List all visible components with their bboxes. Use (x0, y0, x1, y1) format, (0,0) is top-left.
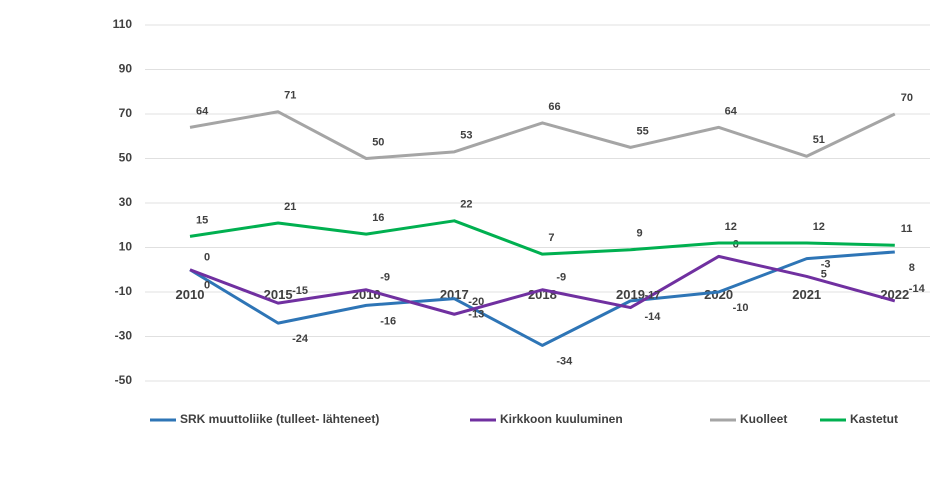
series-line (189, 110, 896, 160)
data-label: 0 (204, 280, 210, 292)
data-label: 7 (548, 232, 554, 244)
data-label: -13 (468, 309, 484, 321)
data-label: -14 (645, 311, 662, 323)
data-label: 21 (284, 201, 296, 213)
data-label: 51 (813, 134, 825, 146)
data-label: 64 (196, 105, 209, 117)
data-label: -20 (468, 296, 484, 308)
data-label: 70 (901, 92, 913, 104)
data-label: 50 (372, 136, 384, 148)
x-tick-label: 2020 (704, 287, 733, 302)
y-tick-label: -10 (115, 284, 133, 298)
data-label: 64 (725, 105, 738, 117)
data-label: -17 (645, 289, 661, 301)
series-line (189, 254, 896, 316)
legend-label: Kirkkoon kuuluminen (500, 412, 623, 426)
data-label: -24 (292, 333, 309, 345)
y-tick-label: 70 (119, 106, 133, 120)
data-label: -16 (380, 315, 396, 327)
data-label: -14 (909, 283, 926, 295)
y-tick-label: 10 (119, 240, 133, 254)
y-tick-label: -30 (115, 329, 133, 343)
data-label: -9 (556, 272, 566, 284)
data-label: 16 (372, 212, 384, 224)
data-label: 71 (284, 90, 296, 102)
data-label: -3 (821, 258, 831, 270)
data-label: 55 (637, 125, 649, 137)
legend-label: SRK muuttoliike (tulleet- lähteneet) (180, 412, 379, 426)
data-label: -15 (292, 285, 308, 297)
data-label: 11 (901, 223, 913, 235)
x-tick-label: 2015 (264, 287, 293, 302)
data-label: 5 (821, 269, 827, 281)
data-label: 12 (813, 221, 825, 233)
series-line (189, 219, 895, 256)
y-tick-label: 110 (113, 17, 133, 31)
legend-label: Kuolleet (740, 412, 787, 426)
data-label: 0 (204, 252, 210, 264)
x-tick-label: 2019 (616, 287, 645, 302)
data-label: 8 (909, 262, 915, 274)
data-label: -34 (556, 355, 573, 367)
data-label: 53 (460, 130, 472, 142)
x-tick-label: 2010 (176, 287, 205, 302)
y-tick-label: -50 (115, 373, 133, 387)
data-label: 12 (725, 221, 737, 233)
y-tick-label: 30 (119, 195, 133, 209)
data-label: 22 (460, 199, 472, 211)
data-label: -9 (380, 272, 390, 284)
y-tick-label: 50 (119, 151, 133, 165)
x-tick-label: 2021 (792, 287, 821, 302)
data-label: 9 (637, 228, 643, 240)
data-label: 66 (548, 101, 560, 113)
y-tick-label: 90 (119, 62, 133, 76)
legend-label: Kastetut (850, 412, 898, 426)
data-label: -10 (733, 302, 749, 314)
data-label: 15 (196, 214, 208, 226)
